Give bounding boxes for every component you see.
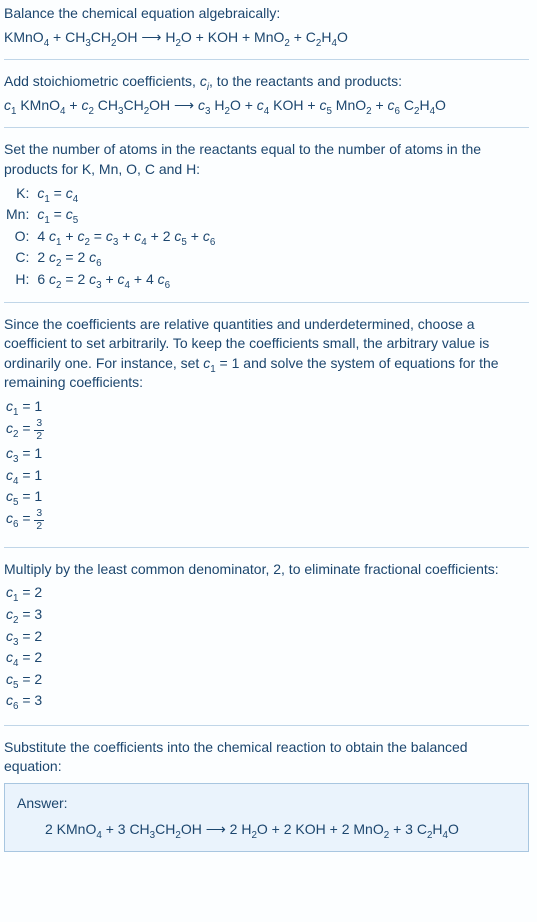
atom-equation: c1 = c5 bbox=[37, 205, 215, 225]
atom-equation: 6 c2 = 2 c3 + c4 + 4 c6 bbox=[37, 270, 215, 290]
multiply-coeff: c3 = 2 bbox=[6, 627, 529, 647]
atom-equation: c1 = c4 bbox=[37, 184, 215, 204]
relative-intro: Since the coefficients are relative quan… bbox=[4, 315, 529, 393]
section-substitute: Substitute the coefficients into the che… bbox=[4, 726, 529, 852]
section-multiply: Multiply by the least common denominator… bbox=[4, 548, 529, 726]
relative-coeffs-list: c1 = 1 c2 = 32 c3 = 1 c4 = 1 c5 = 1 c6 =… bbox=[4, 397, 529, 533]
multiply-coeffs-list: c1 = 2 c2 = 3 c3 = 2 c4 = 2 c5 = 2 c6 = … bbox=[4, 583, 529, 711]
atom-equation: 2 c2 = 2 c6 bbox=[37, 248, 215, 268]
stoich-equation: c1 KMnO4 + c2 CH3CH2OH ⟶ c3 H2O + c4 KOH… bbox=[4, 96, 529, 116]
answer-equation: 2 KMnO4 + 3 CH3CH2OH ⟶ 2 H2O + 2 KOH + 2… bbox=[17, 820, 516, 840]
atom-equation: 4 c1 + c2 = c3 + c4 + 2 c5 + c6 bbox=[37, 227, 215, 247]
relative-coeff: c4 = 1 bbox=[6, 466, 529, 486]
atoms-table: K: c1 = c4 Mn: c1 = c5 O: 4 c1 + c2 = c3… bbox=[6, 184, 529, 290]
section-atoms: Set the number of atoms in the reactants… bbox=[4, 128, 529, 302]
atom-label: H: bbox=[6, 270, 29, 290]
atom-label: K: bbox=[6, 184, 29, 204]
relative-coeff: c3 = 1 bbox=[6, 444, 529, 464]
atom-label: O: bbox=[6, 227, 29, 247]
atoms-intro: Set the number of atoms in the reactants… bbox=[4, 140, 529, 179]
section-intro: Balance the chemical equation algebraica… bbox=[4, 4, 529, 60]
relative-coeff: c1 = 1 bbox=[6, 397, 529, 417]
answer-label: Answer: bbox=[17, 794, 516, 814]
substitute-intro: Substitute the coefficients into the che… bbox=[4, 738, 529, 777]
intro-text: Balance the chemical equation algebraica… bbox=[4, 4, 529, 24]
multiply-intro: Multiply by the least common denominator… bbox=[4, 560, 529, 580]
section-relative: Since the coefficients are relative quan… bbox=[4, 303, 529, 548]
multiply-coeff: c5 = 2 bbox=[6, 670, 529, 690]
relative-coeff: c5 = 1 bbox=[6, 487, 529, 507]
multiply-coeff: c1 = 2 bbox=[6, 583, 529, 603]
multiply-coeff: c2 = 3 bbox=[6, 605, 529, 625]
section-stoich: Add stoichiometric coefficients, ci, to … bbox=[4, 60, 529, 128]
relative-coeff: c2 = 32 bbox=[6, 419, 529, 443]
answer-box: Answer: 2 KMnO4 + 3 CH3CH2OH ⟶ 2 H2O + 2… bbox=[4, 783, 529, 852]
relative-coeff: c6 = 32 bbox=[6, 509, 529, 533]
multiply-coeff: c6 = 3 bbox=[6, 691, 529, 711]
atom-label: Mn: bbox=[6, 205, 29, 225]
intro-equation: KMnO4 + CH3CH2OH ⟶ H2O + KOH + MnO2 + C2… bbox=[4, 28, 529, 48]
stoich-intro: Add stoichiometric coefficients, ci, to … bbox=[4, 72, 529, 92]
atom-label: C: bbox=[6, 248, 29, 268]
multiply-coeff: c4 = 2 bbox=[6, 648, 529, 668]
